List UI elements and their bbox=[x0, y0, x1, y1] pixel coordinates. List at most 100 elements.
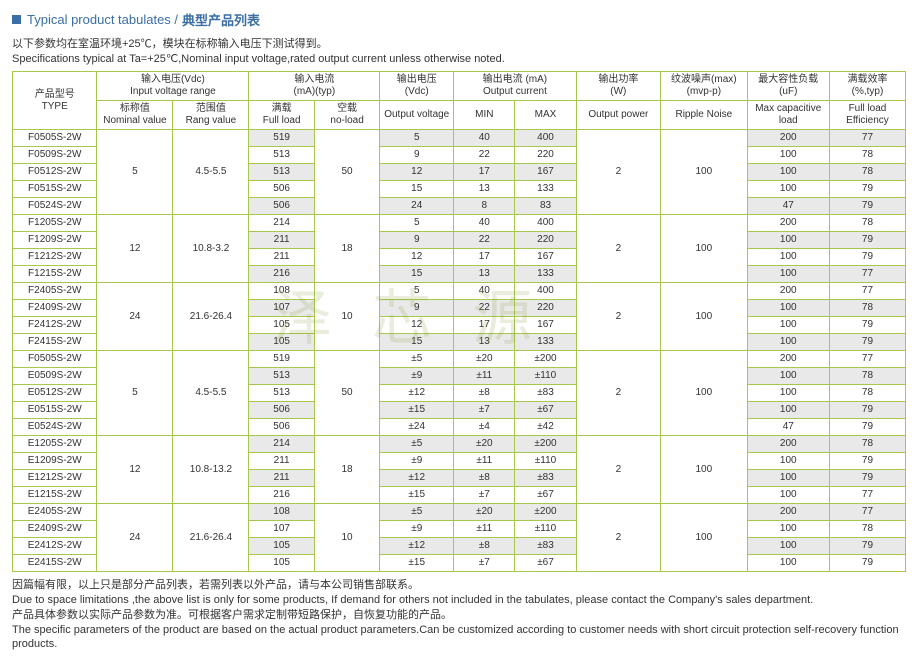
table-cell: ±67 bbox=[515, 555, 576, 572]
table-cell: ±8 bbox=[454, 538, 515, 555]
table-cell: 12 bbox=[97, 215, 173, 283]
table-cell: 2 bbox=[576, 436, 660, 504]
table-cell: 211 bbox=[249, 470, 314, 487]
table-cell: E0509S-2W bbox=[13, 368, 97, 385]
table-cell: 12 bbox=[380, 164, 454, 181]
table-cell: 12 bbox=[97, 436, 173, 504]
table-cell: 100 bbox=[747, 266, 829, 283]
col-vout: 输出电压(Vdc) bbox=[380, 72, 454, 101]
table-cell: 211 bbox=[249, 232, 314, 249]
table-cell: ±9 bbox=[380, 453, 454, 470]
table-cell: 100 bbox=[747, 181, 829, 198]
table-cell: 167 bbox=[515, 249, 576, 266]
table-cell: ±9 bbox=[380, 521, 454, 538]
table-cell: 79 bbox=[829, 334, 905, 351]
table-cell: 9 bbox=[380, 147, 454, 164]
table-cell: 79 bbox=[829, 402, 905, 419]
table-cell: 4.5-5.5 bbox=[173, 130, 249, 215]
table-cell: ±110 bbox=[515, 453, 576, 470]
table-cell: 79 bbox=[829, 555, 905, 572]
table-cell: E1205S-2W bbox=[13, 436, 97, 453]
note-zh: 以下参数均在室温环境+25℃，模块在标称输入电压下测试得到。 bbox=[12, 35, 906, 51]
table-cell: 100 bbox=[747, 317, 829, 334]
table-cell: ±200 bbox=[515, 436, 576, 453]
table-cell: 506 bbox=[249, 181, 314, 198]
table-cell: 100 bbox=[747, 147, 829, 164]
foot-l1-zh: 因篇幅有限，以上只是部分产品列表，若需列表以外产品，请与本公司销售部联系。 bbox=[12, 578, 906, 593]
col-vout2: Output voltage bbox=[380, 101, 454, 130]
table-cell: F1212S-2W bbox=[13, 249, 97, 266]
table-cell: 22 bbox=[454, 147, 515, 164]
table-cell: 214 bbox=[249, 436, 314, 453]
table-cell: F2415S-2W bbox=[13, 334, 97, 351]
table-cell: ±11 bbox=[454, 368, 515, 385]
table-cell: F2412S-2W bbox=[13, 317, 97, 334]
table-cell: F2405S-2W bbox=[13, 283, 97, 300]
table-cell: ±20 bbox=[454, 504, 515, 521]
title-square-icon bbox=[12, 15, 21, 24]
table-cell: E0512S-2W bbox=[13, 385, 97, 402]
table-cell: 100 bbox=[747, 164, 829, 181]
table-cell: 18 bbox=[314, 436, 379, 504]
table-cell: ±110 bbox=[515, 368, 576, 385]
table-cell: 40 bbox=[454, 283, 515, 300]
table-cell: ±67 bbox=[515, 487, 576, 504]
table-cell: 47 bbox=[747, 419, 829, 436]
table-cell: 107 bbox=[249, 300, 314, 317]
table-cell: 4.5-5.5 bbox=[173, 351, 249, 436]
table-cell: 133 bbox=[515, 334, 576, 351]
table-cell: 77 bbox=[829, 130, 905, 147]
table-cell: ±5 bbox=[380, 436, 454, 453]
table-cell: 10 bbox=[314, 504, 379, 572]
table-cell: 2 bbox=[576, 351, 660, 436]
col-min: MIN bbox=[454, 101, 515, 130]
col-max: MAX bbox=[515, 101, 576, 130]
table-cell: ±5 bbox=[380, 351, 454, 368]
table-cell: 167 bbox=[515, 317, 576, 334]
table-cell: 5 bbox=[380, 215, 454, 232]
table-cell: ±110 bbox=[515, 521, 576, 538]
table-cell: ±24 bbox=[380, 419, 454, 436]
table-cell: 107 bbox=[249, 521, 314, 538]
table-cell: 77 bbox=[829, 266, 905, 283]
title-zh: 典型产品列表 bbox=[182, 10, 260, 29]
table-cell: 77 bbox=[829, 283, 905, 300]
table-cell: 100 bbox=[747, 402, 829, 419]
table-cell: 78 bbox=[829, 368, 905, 385]
section-title: Typical product tabulates / 典型产品列表 bbox=[12, 10, 906, 29]
table-cell: E2412S-2W bbox=[13, 538, 97, 555]
table-cell: ±20 bbox=[454, 351, 515, 368]
table-cell: E1215S-2W bbox=[13, 487, 97, 504]
table-cell: 220 bbox=[515, 300, 576, 317]
table-cell: 211 bbox=[249, 453, 314, 470]
table-cell: F0505S-2W bbox=[13, 130, 97, 147]
table-cell: ±12 bbox=[380, 385, 454, 402]
table-cell: ±7 bbox=[454, 555, 515, 572]
col-nl: 空载no-load bbox=[314, 101, 379, 130]
table-cell: F0505S-2W bbox=[13, 351, 97, 368]
table-cell: 13 bbox=[454, 334, 515, 351]
table-cell: 10 bbox=[314, 283, 379, 351]
col-cap2: Max capacitive load bbox=[747, 101, 829, 130]
table-cell: 2 bbox=[576, 130, 660, 215]
table-cell: 216 bbox=[249, 266, 314, 283]
table-cell: 200 bbox=[747, 130, 829, 147]
table-cell: 50 bbox=[314, 130, 379, 215]
table-cell: 100 bbox=[747, 300, 829, 317]
table-cell: 200 bbox=[747, 351, 829, 368]
table-cell: 17 bbox=[454, 164, 515, 181]
table-cell: 9 bbox=[380, 300, 454, 317]
table-cell: ±83 bbox=[515, 538, 576, 555]
table-cell: 77 bbox=[829, 504, 905, 521]
table-cell: 13 bbox=[454, 181, 515, 198]
table-cell: ±83 bbox=[515, 470, 576, 487]
table-cell: 220 bbox=[515, 147, 576, 164]
table-cell: ±9 bbox=[380, 368, 454, 385]
table-cell: 100 bbox=[661, 215, 748, 283]
table-cell: F0512S-2W bbox=[13, 164, 97, 181]
table-cell: 79 bbox=[829, 198, 905, 215]
table-row: E1205S-2W1210.8-13.221418±5±20±200210020… bbox=[13, 436, 906, 453]
table-cell: 10.8-13.2 bbox=[173, 436, 249, 504]
table-cell: ±83 bbox=[515, 385, 576, 402]
foot-l1-en: Due to space limitations ,the above list… bbox=[12, 593, 906, 608]
